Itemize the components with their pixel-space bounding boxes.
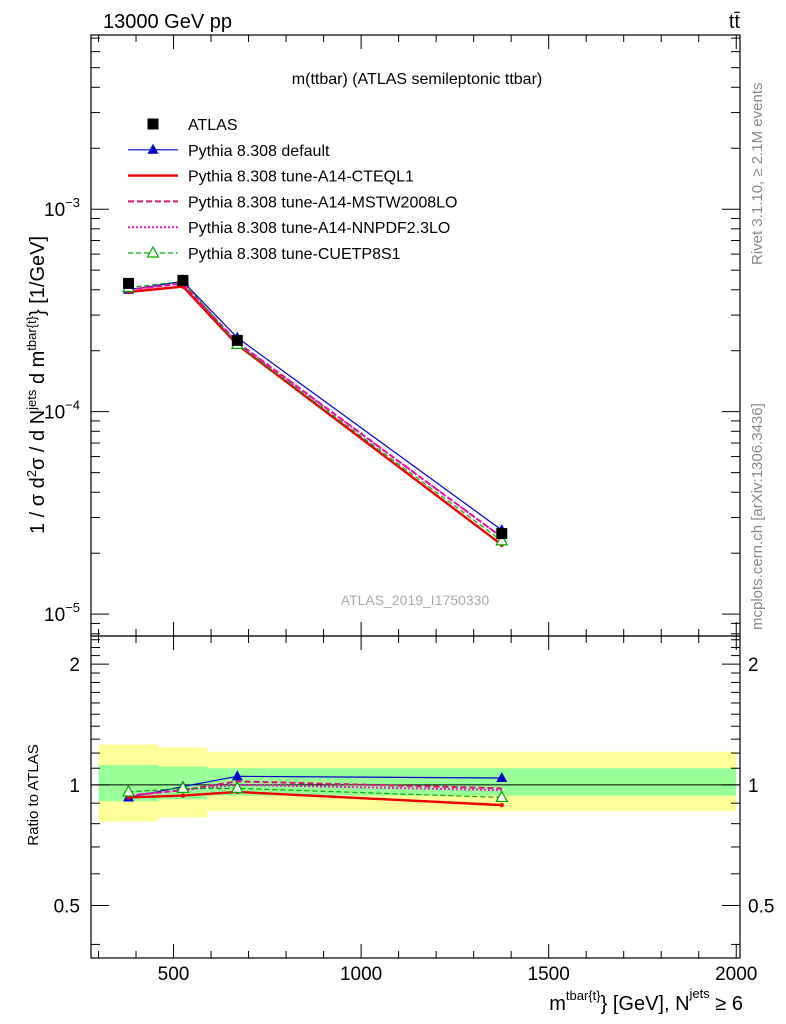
ratio-point-4: [176, 781, 190, 793]
ratio-point-4: [495, 790, 509, 803]
x-tick-label: 1000: [340, 964, 382, 985]
ratio-frame: [90, 635, 741, 959]
series-point-4: [495, 533, 509, 546]
legend-marker: [147, 118, 159, 130]
series-line-1: [128, 285, 503, 546]
x-axis-label: mtbar{t}} [GeV], Njets ≥ 6: [549, 986, 743, 1015]
legend-label: Pythia 8.308 tune-A14-MSTW2008LO: [188, 194, 457, 211]
data-point: [231, 334, 243, 346]
ratio-plot: [91, 770, 740, 808]
ratio-line-2: [128, 780, 502, 797]
legend-label: Pythia 8.308 default: [188, 143, 330, 160]
y-tick-label: 10−4: [44, 398, 80, 424]
data-point: [496, 528, 508, 540]
header-right: tt̄: [729, 11, 741, 33]
ratio-tick-label-right: 0.5: [748, 897, 774, 918]
main-plot: [121, 274, 509, 548]
y-axis-label: 1 / σ d2σ / d Njets d mtbar{t}} [1/GeV]: [24, 236, 49, 534]
ratio-tick-label-right: 2: [748, 655, 759, 676]
ratio-line-4: [128, 787, 502, 799]
legend-label: Pythia 8.308 tune-CUETP8S1: [188, 246, 401, 263]
ratio-y-axis-label: Ratio to ATLAS: [25, 744, 42, 845]
legend-marker: [147, 143, 159, 154]
axes: 500 1000 1500 2000 10−5 10−4 10−3 0.5 0.5 1 1 2 2: [44, 34, 774, 985]
series-line-4: [128, 280, 503, 542]
legend: ATLAS Pythia 8.308 default Pythia 8.308 tu…: [128, 117, 457, 263]
ratio-point-1: [499, 802, 504, 808]
analysis-watermark: ATLAS_2019_I1750330: [341, 592, 490, 608]
x-tick-label: 1500: [528, 964, 570, 985]
x-tick-label: 500: [158, 964, 190, 985]
legend-marker: [146, 245, 160, 258]
series-line-3: [128, 282, 503, 538]
ratio-bands: [98, 744, 737, 822]
plot-title: m(ttbar) (ATLAS semileptonic ttbar): [292, 71, 542, 88]
ratio-point-4: [230, 781, 244, 793]
ratio-point-0: [496, 771, 508, 782]
ratio-point-1: [180, 793, 186, 798]
ratio-tick-label-right: 1: [748, 776, 759, 797]
ratio-point-0: [231, 770, 243, 781]
ratio-tick-label-left: 0.5: [54, 897, 80, 918]
data-point: [123, 277, 135, 289]
y-tick-label: 10−3: [44, 195, 80, 221]
ratio-tick-label-left: 1: [69, 776, 80, 797]
ratio-line-3: [128, 783, 502, 797]
legend-label: ATLAS: [188, 117, 238, 134]
data-point: [177, 274, 189, 286]
header-left: 13000 GeV pp: [103, 11, 232, 33]
ratio-point-4: [121, 784, 136, 797]
legend-label: Pythia 8.308 tune-A14-NNPDF2.3LO: [188, 220, 450, 237]
series-line-2: [128, 282, 503, 538]
x-tick-label: 2000: [715, 964, 757, 985]
ratio-line-1: [128, 790, 502, 807]
y-tick-label: 10−5: [44, 600, 80, 626]
legend-label: Pythia 8.308 tune-A14-CTEQL1: [188, 169, 414, 186]
ratio-tick-label-left: 2: [69, 655, 80, 676]
mcplots-label: mcplots.cern.ch [arXiv:1306.3436]: [749, 403, 766, 630]
series-line-0: [128, 280, 503, 531]
rivet-label: Rivet 3.1.10, ≥ 2.1M events: [749, 83, 766, 266]
